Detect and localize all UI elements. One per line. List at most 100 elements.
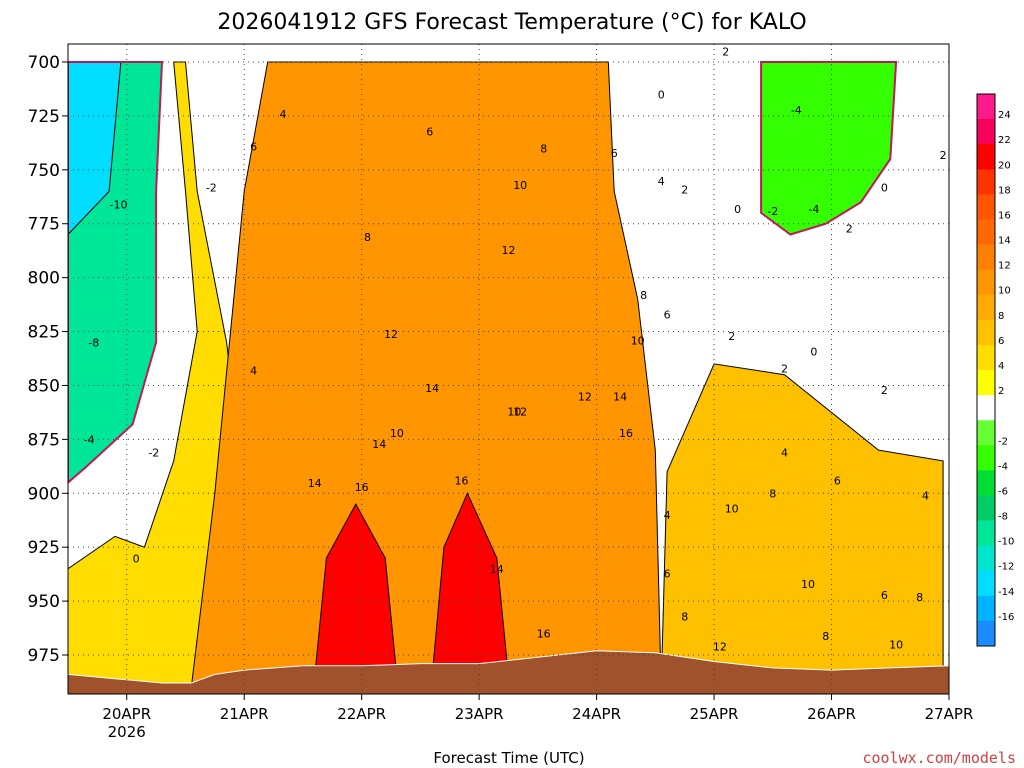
- y-tick-label: 950: [28, 592, 60, 612]
- contour-label: -4: [791, 104, 802, 117]
- contour-label: 6: [664, 309, 671, 322]
- region-main-warm: [190, 61, 662, 688]
- colorbar-label: -12: [998, 562, 1014, 573]
- colorbar-swatch: [977, 545, 995, 572]
- contour-label: 2: [728, 330, 735, 343]
- colorbar-label: 22: [998, 135, 1011, 146]
- y-tick-label: 725: [28, 107, 60, 127]
- contour-label: -10: [110, 199, 128, 212]
- colorbar-frame: [976, 93, 996, 647]
- contour-label: 16: [355, 481, 369, 494]
- contour-label: -4: [84, 434, 95, 447]
- contour-label: 0: [881, 181, 888, 194]
- y-tick-label: 900: [28, 484, 60, 504]
- colorbar-swatch: [977, 319, 995, 346]
- contour-label: -4: [808, 203, 819, 216]
- contour-label: 14: [613, 391, 627, 404]
- zero-contour-cold-east: [760, 61, 898, 236]
- contour-label: 12: [713, 641, 727, 654]
- colorbar-swatch: [977, 294, 995, 321]
- colorbar-label: -2: [998, 436, 1008, 447]
- y-tick-label: 825: [28, 323, 60, 343]
- plot-frame: [67, 43, 950, 695]
- colorbar-label: 24: [998, 110, 1011, 121]
- contour-label: 10: [507, 406, 521, 419]
- contour-label: 10: [801, 578, 815, 591]
- y-tick-label: 925: [28, 538, 60, 558]
- contour-label: -2: [767, 205, 778, 218]
- contour-label: 10: [889, 639, 903, 652]
- colorbar-swatch: [977, 244, 995, 271]
- zero-contour-cold-pool: [68, 61, 164, 484]
- contour-label: 0: [658, 89, 665, 102]
- contour-label: 10: [513, 179, 527, 192]
- contour-label: 16: [455, 475, 469, 488]
- x-tick-label: 27APR: [925, 705, 974, 723]
- colorbar-label: -8: [998, 512, 1008, 523]
- x-tick-sublabel: 2026: [108, 723, 146, 741]
- colorbar-label: 10: [998, 286, 1011, 297]
- contour-label: 4: [781, 447, 788, 460]
- colorbar-swatch: [977, 445, 995, 471]
- colorbar-label: 20: [998, 160, 1011, 171]
- contour-label: 8: [540, 143, 547, 156]
- x-tick-label: 20APR: [102, 705, 151, 723]
- contour-label: 12: [502, 244, 516, 257]
- colorbar-swatch: [977, 194, 995, 220]
- contour-label: 10: [631, 335, 645, 348]
- colorbar-label: 18: [998, 185, 1011, 196]
- colorbar-label: 8: [998, 311, 1004, 322]
- colorbar-swatch: [977, 269, 995, 296]
- colorbar-label: 6: [998, 336, 1004, 347]
- contour-label: 6: [664, 567, 671, 580]
- y-tick-label: 800: [28, 269, 60, 289]
- colorbar-swatch: [977, 420, 995, 446]
- colorbar-swatch: [977, 119, 995, 145]
- contour-label: 6: [611, 147, 618, 160]
- contour-label: 6: [834, 475, 841, 488]
- region-warm-east: [660, 363, 944, 688]
- colorbar-label: 4: [998, 361, 1004, 372]
- contour-label: 2: [722, 46, 729, 59]
- contour-label: 4: [922, 490, 929, 503]
- contour-label: 14: [308, 477, 322, 490]
- contour-label: 12: [578, 391, 592, 404]
- x-tick-label: 21APR: [220, 705, 269, 723]
- contour-label: 8: [916, 591, 923, 604]
- colorbar-label: -10: [998, 537, 1014, 548]
- colorbar-swatch: [977, 144, 995, 170]
- contour-label: 8: [769, 488, 776, 501]
- y-tick-label: 850: [28, 376, 60, 396]
- contour-label: 16: [537, 628, 551, 641]
- contour-label: 4: [664, 509, 671, 522]
- x-tick-label: 22APR: [337, 705, 386, 723]
- colorbar-swatch: [977, 169, 995, 195]
- ground-terrain: [68, 650, 949, 694]
- x-axis-label: Forecast Time (UTC): [433, 749, 584, 767]
- x-tick-label: 25APR: [690, 705, 739, 723]
- contour-label: -2: [148, 447, 159, 460]
- colorbar-label: 12: [998, 261, 1011, 272]
- colorbar-swatch: [977, 570, 995, 597]
- colorbar-swatch: [977, 344, 995, 371]
- y-tick-label: 700: [28, 53, 60, 73]
- colorbar-swatch: [977, 219, 995, 246]
- colorbar-swatch: [977, 595, 995, 622]
- credit-text: coolwx.com/models: [862, 749, 1016, 767]
- colorbar-label: -4: [998, 461, 1008, 472]
- contour-label: 2: [846, 222, 853, 235]
- contour-label: 2: [881, 384, 888, 397]
- contour-label: -8: [88, 337, 99, 350]
- contour-label: 6: [426, 125, 433, 138]
- contour-label: 12: [384, 328, 398, 341]
- colorbar-swatch: [977, 470, 995, 496]
- contour-label: 2: [781, 363, 788, 376]
- colorbar-label: 16: [998, 211, 1011, 222]
- contour-label: 0: [810, 345, 817, 358]
- contour-label: 12: [513, 406, 527, 419]
- colorbar-label: -16: [998, 612, 1014, 623]
- x-tick-label: 26APR: [807, 705, 856, 723]
- colorbar-label: -6: [998, 487, 1008, 498]
